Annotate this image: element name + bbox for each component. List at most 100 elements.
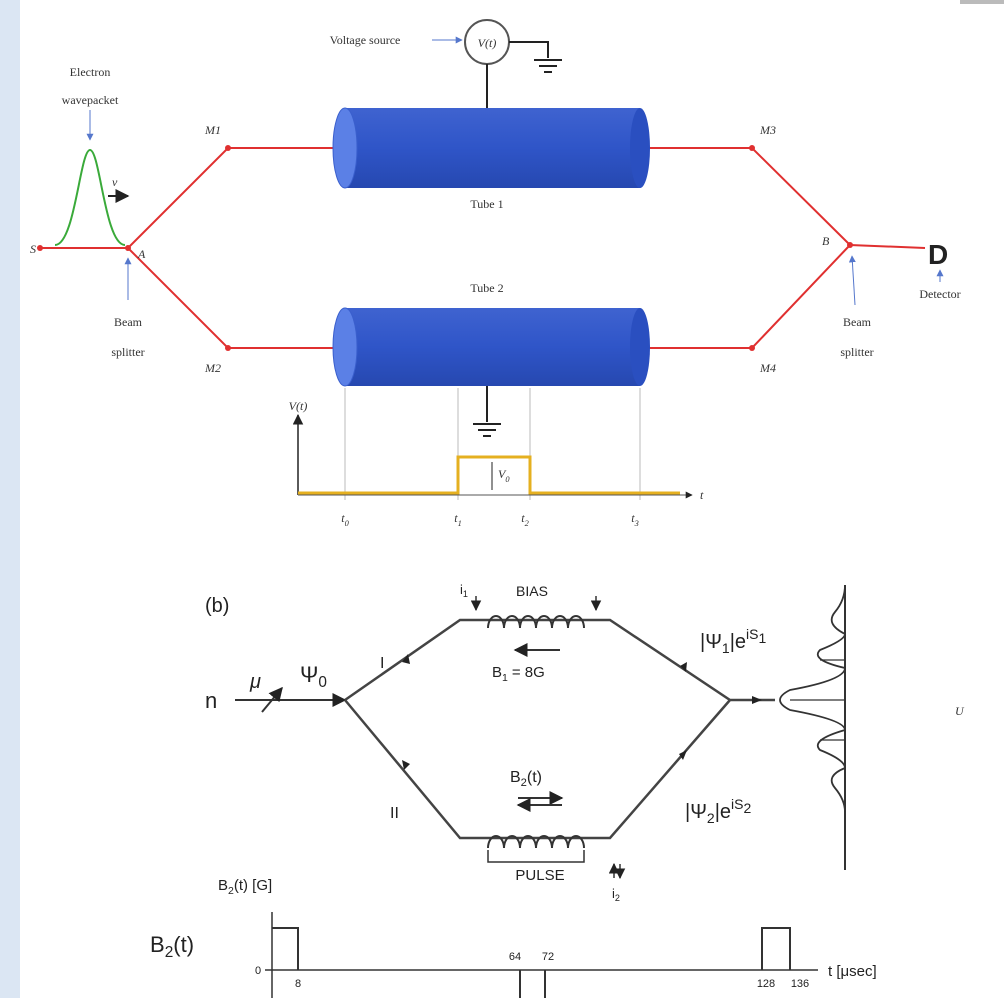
time-label-tspan: 2: [525, 519, 529, 528]
wavepacket-label: wavepacket: [62, 93, 119, 107]
b1-label-tspan: = 8G: [512, 664, 545, 681]
i1-label: i1: [460, 582, 468, 599]
psi0-label-tspan: Ψ: [300, 662, 318, 687]
a-label: A: [137, 247, 146, 261]
v0-label: V0: [498, 467, 510, 484]
b1-label-tspan: B: [492, 664, 502, 681]
v-axis-label: V(t): [289, 399, 308, 413]
psi1-term: |Ψ1|eiS1: [700, 626, 766, 656]
tube-1: [333, 108, 650, 188]
panel-label: (b): [205, 595, 229, 617]
tick-label: 128: [757, 978, 775, 990]
tick-label: 136: [791, 978, 809, 990]
psi2-term-tspan: |Ψ: [685, 801, 707, 823]
nodes-circle: [847, 242, 853, 248]
page: Voltage source V(t) Electron wavepacket …: [0, 0, 1004, 998]
tube-1-ellipse: [630, 108, 650, 188]
m1-label: M1: [204, 123, 221, 137]
psi0-label: Ψ0: [300, 662, 327, 691]
bottom-diagram: (b) n μ Ψ0 I II i1 BIAS B1= 8G |Ψ1|eiS1 …: [150, 582, 965, 998]
path-upper-left: [40, 148, 345, 248]
operator-label: U: [955, 704, 965, 718]
path-lower-right: [640, 245, 850, 348]
psi1-term-tspan: 1: [758, 630, 766, 646]
tube-label: Tube 2: [470, 281, 503, 295]
tube-2: [333, 308, 650, 386]
m4-label: M4: [759, 361, 776, 375]
source-label: V(t): [478, 36, 497, 50]
tick-label: 8: [295, 978, 301, 990]
path-label: I: [380, 655, 384, 672]
b2t-label-tspan: B: [510, 769, 521, 786]
psi1-term-tspan: |Ψ: [700, 631, 722, 653]
voltage-pulse: [298, 457, 680, 493]
wavepacket-label: Electron: [70, 65, 111, 79]
beam-splitter-label: splitter: [111, 345, 144, 359]
beam-splitter-label: Beam: [843, 315, 872, 329]
detector-label: Detector: [919, 287, 960, 301]
time-label: t0: [341, 511, 349, 528]
s-label: S: [30, 242, 36, 256]
beam-splitter-label: Beam: [114, 315, 143, 329]
nodes-circle: [225, 145, 231, 151]
diagram: Voltage source V(t) Electron wavepacket …: [0, 0, 1004, 998]
beam-splitter-label: splitter: [840, 345, 873, 359]
b2t-label-tspan: (t): [527, 769, 542, 786]
fringe-lines: [790, 660, 845, 740]
psi2-term: |Ψ2|eiS2: [685, 796, 751, 826]
plot-name-tspan: (t): [173, 932, 194, 957]
interference-pattern: [780, 585, 845, 812]
psi1-term-tspan: 1: [722, 640, 730, 656]
tube-1-rect: [345, 108, 640, 188]
psi2-term-tspan: |e: [715, 801, 731, 823]
left-strip: [0, 0, 20, 998]
zero-label: 0: [255, 965, 261, 977]
nodes-circle: [749, 345, 755, 351]
bias-coil: [488, 616, 584, 628]
pulse-wire: [488, 850, 584, 862]
i1-label-tspan: 1: [463, 589, 468, 599]
plot-name-tspan: B: [150, 932, 165, 957]
time-label: t1: [454, 511, 462, 528]
voltage-source-label: Voltage source: [330, 33, 401, 47]
n-label: n: [205, 688, 217, 713]
nodes-circle: [749, 145, 755, 151]
path-upper-right: [640, 148, 925, 248]
path-label: II: [390, 805, 399, 822]
psi2-term-tspan: 2: [743, 800, 751, 816]
plot-ylabel-tspan: B: [218, 877, 228, 894]
b1-label-tspan: 1: [502, 672, 508, 684]
field-pulse: [272, 928, 298, 970]
tube-1-ellipse: [333, 108, 357, 188]
ground-wire: [509, 42, 548, 58]
i2-label: i2: [612, 886, 620, 903]
corner-mark: [960, 0, 1004, 4]
tube-2-ellipse: [630, 308, 650, 386]
nodes-circle: [37, 245, 43, 251]
wavepacket: [55, 150, 125, 245]
b1-label: B1 = 8G: [492, 664, 545, 684]
psi2-term-tspan: iS: [731, 796, 743, 812]
path-arrows: [402, 654, 762, 770]
plot-name: B2(t): [150, 932, 194, 961]
tick-label: 64: [509, 951, 521, 963]
m3-label: M3: [759, 123, 776, 137]
top-diagram: Voltage source V(t) Electron wavepacket …: [30, 20, 961, 528]
v0-label-tspan: 0: [505, 475, 510, 484]
x-axis-label: t [μsec]: [828, 963, 877, 980]
tube-label: Tube 1: [470, 197, 503, 211]
tube-2-ellipse: [333, 308, 357, 386]
plot-ylabel: B2(t) [G]: [218, 877, 272, 897]
psi2-term-tspan: 2: [707, 810, 715, 826]
nodes-circle: [225, 345, 231, 351]
bias-label: BIAS: [516, 583, 548, 599]
path-lower-left: [128, 248, 345, 348]
velocity-label: v: [112, 175, 118, 189]
path-arrows-path: [752, 696, 762, 704]
t-axis-label: t: [700, 488, 704, 502]
plot-ylabel-tspan: (t) [G]: [234, 877, 272, 894]
tube-2-rect: [345, 308, 640, 386]
plot-name-tspan: 2: [165, 944, 174, 961]
b-label: B: [822, 234, 830, 248]
mu-label: μ: [249, 671, 261, 693]
